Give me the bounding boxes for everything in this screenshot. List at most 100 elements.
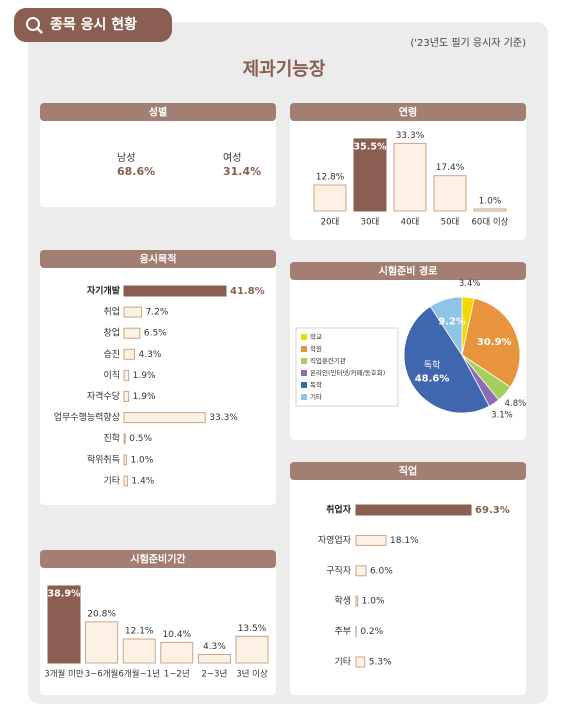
value-label: 20.8%	[87, 609, 116, 619]
pie-slice	[429, 296, 463, 357]
bar	[235, 635, 269, 664]
category-label: 구직자	[326, 565, 352, 576]
category-label: 자영업자	[318, 535, 352, 546]
legend-swatch	[301, 382, 307, 388]
panel	[40, 103, 276, 207]
panel-header	[40, 103, 276, 121]
category-label: 20대	[321, 218, 340, 228]
legend-label: 온라인(인터넷/카페/동호회)	[310, 368, 385, 377]
category-label: 취업	[103, 307, 120, 318]
panel-title: 시험준비 경로	[379, 265, 438, 278]
category-label: 진학	[103, 433, 120, 444]
value-label: 69.3%	[475, 505, 510, 516]
value-label: 41.8%	[230, 286, 265, 297]
value-label: 1.0%	[362, 597, 385, 607]
bar	[473, 208, 507, 212]
category-label: 자격수당	[87, 390, 120, 402]
legend-swatch	[301, 394, 307, 400]
value-label: 68.6%	[117, 165, 155, 178]
legend-swatch	[301, 346, 307, 352]
bar	[123, 327, 141, 339]
bar	[355, 656, 366, 668]
value-label: 1.4%	[131, 476, 154, 486]
bar	[433, 175, 467, 212]
category-label: 50대	[441, 218, 460, 228]
category-label: 3년 이상	[236, 669, 268, 680]
category-label: 60대 이상	[472, 217, 509, 228]
value-label: 10.4%	[163, 630, 192, 640]
legend-swatch	[301, 358, 307, 364]
pie-slice	[403, 305, 490, 414]
panel-title: 응시목적	[140, 253, 177, 266]
category-label: 6개월~1년	[118, 669, 159, 680]
pie-value-label: 3.4%	[459, 279, 481, 289]
legend-box	[295, 327, 399, 407]
category-label: 학생	[334, 596, 351, 607]
panel-header	[40, 550, 276, 568]
value-label: 38.9%	[48, 588, 81, 599]
bar	[313, 184, 347, 212]
category-label: 여성	[223, 152, 241, 164]
bar	[355, 595, 359, 607]
legend-label: 기타	[310, 392, 322, 401]
bar	[123, 412, 206, 424]
value-label: 33.3%	[209, 413, 238, 423]
pie-value-label: 4.8%	[505, 399, 527, 409]
pie-category-label: 독학	[424, 360, 441, 371]
panel	[40, 250, 276, 505]
value-label: 1.9%	[133, 371, 156, 381]
value-label: 4.3%	[203, 642, 226, 652]
panel-title: 연령	[399, 106, 417, 119]
value-label: 18.1%	[390, 536, 419, 546]
bar	[123, 391, 130, 402]
pie-value-label: 30.9%	[477, 337, 512, 348]
bar	[123, 348, 135, 360]
bar	[355, 565, 367, 577]
bar	[160, 641, 194, 664]
panel-header	[290, 262, 526, 280]
panel-title: 직업	[399, 465, 417, 478]
category-label: 창업	[103, 328, 120, 339]
legend-label: 학원	[310, 344, 322, 353]
note: ('23년도 필기 응시자 기준)	[410, 37, 526, 49]
bar	[123, 285, 227, 297]
value-label: 1.0%	[479, 196, 502, 206]
bar	[393, 142, 427, 212]
bar	[197, 653, 231, 664]
category-label: 학위취득	[87, 454, 120, 465]
value-label: 1.9%	[133, 392, 156, 402]
panel-header	[290, 103, 526, 121]
value-label: 1.0%	[130, 455, 153, 465]
value-label: 4.3%	[138, 350, 161, 360]
category-label: 30대	[361, 218, 380, 228]
category-label: 기타	[103, 475, 120, 486]
bar	[123, 454, 127, 466]
pie-value-label: 9.2%	[438, 317, 466, 328]
bar	[123, 306, 143, 318]
category-label: 이직	[103, 370, 120, 381]
value-label: 0.5%	[129, 434, 152, 444]
category-label: 주부	[334, 626, 351, 637]
value-label: 13.5%	[238, 624, 267, 634]
value-label: 6.0%	[370, 566, 393, 576]
bar	[122, 638, 156, 664]
search-icon-handle	[36, 27, 43, 34]
bar	[353, 138, 387, 212]
value-label: 7.2%	[146, 308, 169, 318]
value-label: 12.8%	[316, 173, 345, 183]
value-label: 6.5%	[144, 329, 167, 339]
bar	[123, 433, 126, 445]
pie-value-label: 48.6%	[415, 374, 450, 385]
legend-swatch	[301, 370, 307, 376]
category-label: 1~2년	[164, 669, 190, 680]
header-tag-text: 종목 응시 현황	[50, 16, 137, 33]
bar	[47, 585, 81, 664]
main-title: 제과기능장	[243, 59, 326, 80]
bar	[123, 475, 128, 487]
panel-header	[290, 462, 526, 480]
category-label: 기타	[334, 657, 351, 668]
bar	[85, 621, 119, 664]
category-label: 취업자	[326, 504, 352, 516]
category-label: 40대	[401, 218, 420, 228]
